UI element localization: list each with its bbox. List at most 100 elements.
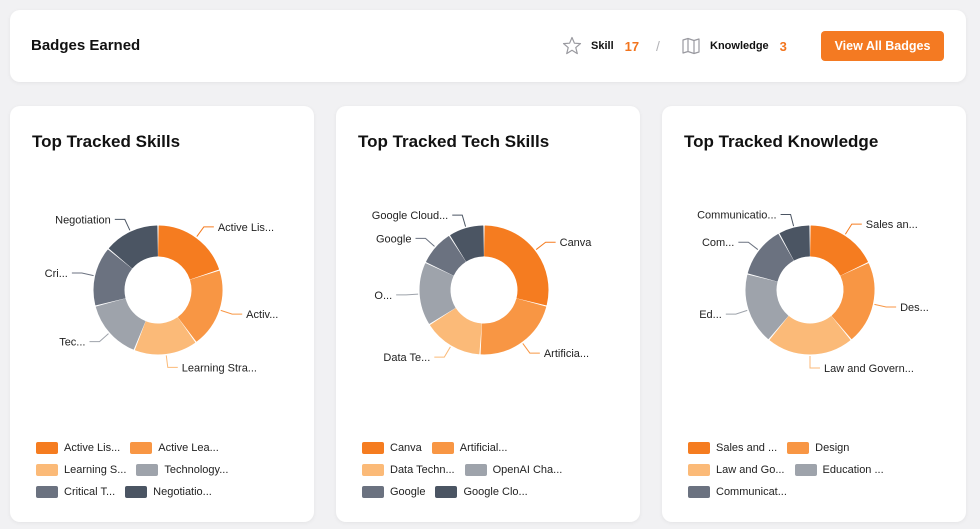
legend-label: Google bbox=[390, 486, 426, 498]
slice-label: O... bbox=[374, 290, 392, 302]
legend-row: Critical T... Negotiatio... bbox=[36, 481, 306, 503]
legend-item[interactable]: Sales and ... bbox=[688, 442, 777, 454]
slice-label: Google bbox=[376, 233, 411, 245]
view-all-badges-button[interactable]: View All Badges bbox=[821, 31, 944, 61]
donut-slice[interactable] bbox=[430, 308, 482, 355]
leader-line bbox=[535, 241, 556, 250]
leader-line bbox=[452, 214, 467, 227]
legend-label: Critical T... bbox=[64, 486, 116, 498]
legend-item[interactable]: OpenAI Cha... bbox=[464, 464, 562, 476]
legend-row: Sales and ... Design bbox=[688, 437, 958, 459]
leader-line bbox=[89, 333, 109, 343]
legend-swatch bbox=[688, 442, 710, 454]
legend-label: Communicat... bbox=[716, 486, 787, 498]
legend-swatch bbox=[435, 486, 458, 498]
leader-line bbox=[844, 223, 862, 235]
legend-item[interactable]: Google bbox=[362, 486, 425, 498]
legend-item[interactable]: Negotiatio... bbox=[125, 486, 212, 498]
legend-row: Active Lis... Active Lea... bbox=[36, 437, 306, 459]
donut-slice[interactable] bbox=[810, 225, 868, 276]
card-top-tech-skills: Top Tracked Tech Skills Canva Artificia..… bbox=[336, 106, 640, 522]
legend-item[interactable]: Design bbox=[787, 442, 849, 454]
donut-slice[interactable] bbox=[177, 270, 223, 342]
donut-slice[interactable] bbox=[450, 225, 484, 262]
slice-label: Google Cloud... bbox=[372, 210, 448, 222]
slice-label: Des... bbox=[900, 302, 929, 314]
legend-item[interactable]: Communicat... bbox=[688, 486, 787, 498]
legend-label: Education ... bbox=[822, 464, 884, 476]
knowledge-stat: Knowledge 3 bbox=[681, 36, 787, 56]
leader-line bbox=[738, 241, 759, 250]
legend-swatch bbox=[125, 486, 148, 498]
legend-swatch bbox=[464, 464, 487, 476]
legend-item[interactable]: Technology... bbox=[136, 464, 228, 476]
stat-separator: / bbox=[656, 38, 660, 54]
donut-slice[interactable] bbox=[480, 298, 547, 355]
slice-label: Artificia... bbox=[544, 348, 589, 360]
donut-slice[interactable] bbox=[831, 263, 875, 340]
slice-label: Tec... bbox=[59, 337, 85, 349]
legend-item[interactable]: Artificial... bbox=[431, 442, 507, 454]
donut-slice[interactable] bbox=[769, 316, 851, 355]
leader-line bbox=[522, 343, 540, 354]
legend-item[interactable]: Education ... bbox=[794, 464, 884, 476]
legend-item[interactable]: Canva bbox=[362, 442, 422, 454]
slice-label: Communicatio... bbox=[697, 209, 776, 221]
legend-item[interactable]: Learning S... bbox=[36, 464, 126, 476]
donut-slice[interactable] bbox=[747, 233, 794, 282]
legend-swatch bbox=[787, 442, 810, 454]
donut-slice[interactable] bbox=[779, 225, 810, 261]
donut-chart: Canva Artificia... Data Te... O... Google Goo… bbox=[372, 210, 593, 364]
donut-slice[interactable] bbox=[95, 298, 146, 350]
slice-label: Data Te... bbox=[383, 352, 430, 364]
skill-count: 17 bbox=[624, 38, 640, 54]
donut-slice[interactable] bbox=[158, 225, 220, 280]
leader-line bbox=[71, 272, 94, 277]
slice-label: Cri... bbox=[45, 268, 68, 280]
legend-swatch bbox=[130, 442, 153, 454]
donut-slice[interactable] bbox=[426, 236, 466, 276]
slice-label: Sales an... bbox=[866, 219, 918, 231]
legend-label: Active Lea... bbox=[158, 442, 219, 454]
card-title: Top Tracked Tech Skills bbox=[358, 132, 550, 151]
donut-slice[interactable] bbox=[745, 274, 789, 340]
chart-legend: Canva Artificial... Data Techn... OpenAI Ch… bbox=[362, 437, 632, 503]
legend-label: Google Clo... bbox=[463, 486, 528, 498]
slice-label: Active Lis... bbox=[218, 222, 274, 234]
legend-swatch bbox=[362, 486, 384, 498]
knowledge-label: Knowledge bbox=[710, 40, 769, 52]
leader-line bbox=[874, 303, 897, 308]
chart-legend: Active Lis... Active Lea... Learning S... T… bbox=[36, 437, 306, 503]
page-title: Badges Earned bbox=[31, 37, 141, 54]
leader-line bbox=[415, 237, 435, 247]
legend-item[interactable]: Critical T... bbox=[36, 486, 115, 498]
chart-legend: Sales and ... Design Law and Go... Educatio… bbox=[688, 437, 958, 503]
leader-line bbox=[165, 355, 178, 368]
legend-item[interactable]: Active Lea... bbox=[130, 442, 219, 454]
donut-slice[interactable] bbox=[93, 249, 132, 306]
donut-slice[interactable] bbox=[419, 263, 456, 324]
leader-line bbox=[114, 218, 131, 231]
slice-label: Canva bbox=[560, 237, 593, 249]
leader-line bbox=[780, 213, 795, 227]
legend-item[interactable]: Data Techn... bbox=[362, 464, 455, 476]
legend-label: Active Lis... bbox=[64, 442, 121, 454]
legend-item[interactable]: Law and Go... bbox=[688, 464, 785, 476]
badges-header: Badges Earned Skill 17 / Knowledge 3 Vie… bbox=[10, 10, 966, 82]
legend-row: Law and Go... Education ... bbox=[688, 459, 958, 481]
legend-label: Sales and ... bbox=[716, 442, 778, 454]
leader-line bbox=[196, 226, 214, 237]
donut-slice[interactable] bbox=[484, 225, 549, 306]
card-top-knowledge: Top Tracked Knowledge Sales an... Des... L… bbox=[662, 106, 966, 522]
legend-item[interactable]: Active Lis... bbox=[36, 442, 120, 454]
leader-line bbox=[396, 293, 419, 296]
legend-label: Data Techn... bbox=[390, 464, 455, 476]
card-title: Top Tracked Skills bbox=[32, 132, 181, 151]
donut-slice[interactable] bbox=[108, 225, 158, 269]
donut-slice[interactable] bbox=[134, 317, 196, 355]
slice-label: Ed... bbox=[699, 309, 722, 321]
legend-item[interactable]: Google Clo... bbox=[435, 486, 528, 498]
knowledge-count: 3 bbox=[779, 38, 787, 54]
slice-label: Negotiation bbox=[55, 214, 111, 226]
legend-row: Learning S... Technology... bbox=[36, 459, 306, 481]
